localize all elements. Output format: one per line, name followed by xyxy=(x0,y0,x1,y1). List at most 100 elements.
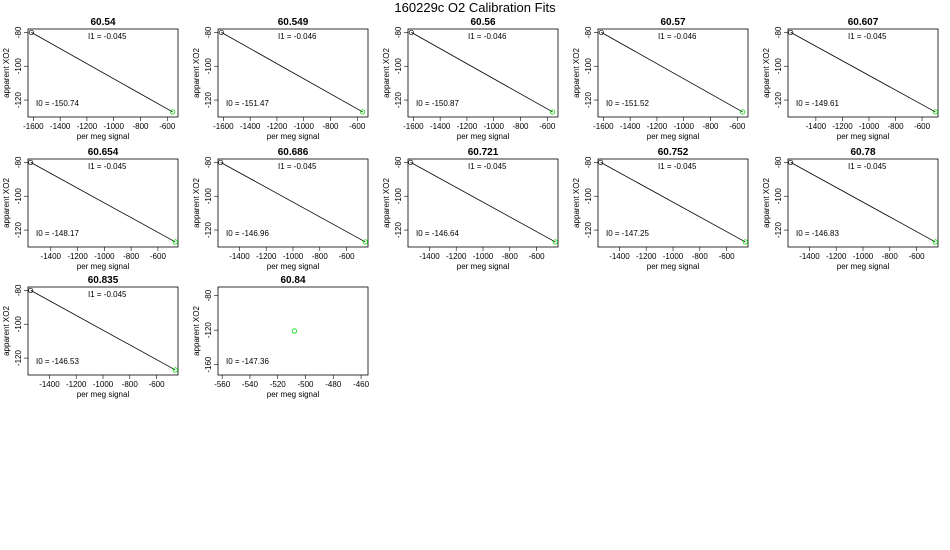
fit-line xyxy=(220,162,366,243)
y-tick-label: -100 xyxy=(394,188,403,205)
y-tick-label: -100 xyxy=(204,188,213,205)
sample-point xyxy=(932,239,938,245)
sample-point xyxy=(170,109,176,115)
slope-annotation: I1 = -0.046 xyxy=(658,32,697,41)
y-tick-label: -100 xyxy=(584,188,593,205)
y-tick-label: -100 xyxy=(14,58,23,75)
panel-60-549: 60.549 -1600 -1400 -1200 -1000 -800 -600 -80 -10… xyxy=(192,17,369,141)
x-tick-label: -1000 xyxy=(473,252,494,261)
y-tick-label: -120 xyxy=(14,222,23,239)
x-tick-label: -1400 xyxy=(240,122,261,131)
y-tick-label: -80 xyxy=(204,289,213,301)
intercept-annotation: I0 = -150.74 xyxy=(36,99,79,108)
x-axis-label: per meg signal xyxy=(647,132,700,141)
intercept-annotation: I0 = -146.64 xyxy=(416,229,459,238)
intercept-annotation: I0 = -147.25 xyxy=(606,229,649,238)
sample-point xyxy=(360,109,366,115)
y-tick-label: -120 xyxy=(584,92,593,109)
x-tick-label: -1200 xyxy=(66,380,87,389)
x-tick-label: -800 xyxy=(123,252,140,261)
x-tick-label: -600 xyxy=(909,252,926,261)
y-axis-label: apparent XO2 xyxy=(2,178,11,228)
y-tick-label: -80 xyxy=(774,156,783,168)
x-tick-label: -1000 xyxy=(103,122,124,131)
x-tick-label: -1200 xyxy=(77,122,98,131)
intercept-annotation: I0 = -151.52 xyxy=(606,99,649,108)
x-tick-label: -1200 xyxy=(446,252,467,261)
intercept-annotation: I0 = -148.17 xyxy=(36,229,79,238)
intercept-annotation: I0 = -150.87 xyxy=(416,99,459,108)
x-tick-label: -800 xyxy=(322,122,339,131)
y-tick-label: -80 xyxy=(584,26,593,38)
fit-line xyxy=(601,32,743,113)
y-axis-label: apparent XO2 xyxy=(382,48,391,98)
x-tick-label: -1000 xyxy=(293,122,314,131)
x-tick-label: -800 xyxy=(882,252,899,261)
intercept-annotation: I0 = -146.53 xyxy=(36,357,79,366)
y-axis-label: apparent XO2 xyxy=(762,48,771,98)
reference-point xyxy=(788,29,794,35)
x-axis-label: per meg signal xyxy=(837,132,890,141)
y-tick-label: -120 xyxy=(584,222,593,239)
panel-60-56: 60.56 -1600 -1400 -1200 -1000 -800 -600 -80 -100… xyxy=(382,17,559,141)
y-tick-label: -80 xyxy=(394,156,403,168)
y-tick-label: -100 xyxy=(204,58,213,75)
x-tick-label: -600 xyxy=(339,252,356,261)
x-tick-label: -1400 xyxy=(50,122,71,131)
slope-annotation: I1 = -0.045 xyxy=(88,290,127,299)
panel-title: 60.549 xyxy=(278,17,309,28)
plot-frame xyxy=(597,28,749,118)
panel-60-835: 60.835 -1400 -1200 -1000 -800 -600 -80 -100 -120… xyxy=(2,275,179,399)
x-tick-label: -1200 xyxy=(647,122,668,131)
panel-title: 60.752 xyxy=(658,147,689,158)
panel-60-84: 60.84 -560 -540 -520 -500 -480 -460 -80 -120 -160… xyxy=(192,275,370,399)
x-tick-label: -800 xyxy=(888,122,905,131)
y-tick-label: -160 xyxy=(204,356,213,373)
panel-title: 60.654 xyxy=(88,147,119,158)
x-tick-label: -1400 xyxy=(229,252,250,261)
slope-annotation: I1 = -0.045 xyxy=(848,162,887,171)
x-tick-label: -600 xyxy=(529,252,546,261)
panel-60-654: 60.654 -1400 -1200 -1000 -800 -600 -80 -100 -120… xyxy=(2,147,179,271)
y-tick-label: -80 xyxy=(774,26,783,38)
reference-point xyxy=(788,159,794,165)
y-tick-label: -80 xyxy=(584,156,593,168)
intercept-annotation: I0 = -149.61 xyxy=(796,99,839,108)
slope-annotation: I1 = -0.045 xyxy=(88,162,127,171)
sample-point xyxy=(172,239,178,245)
y-tick-label: -120 xyxy=(204,322,213,339)
x-tick-label: -1400 xyxy=(430,122,451,131)
sample-point xyxy=(552,239,558,245)
x-tick-label: -1000 xyxy=(94,252,115,261)
fit-line xyxy=(221,32,363,113)
x-tick-label: -1000 xyxy=(483,122,504,131)
y-axis-label: apparent XO2 xyxy=(192,48,201,98)
sample-point xyxy=(740,109,746,115)
x-tick-label: -600 xyxy=(719,252,736,261)
panel-title: 60.54 xyxy=(90,17,115,28)
x-tick-label: -1200 xyxy=(636,252,657,261)
x-tick-label: -600 xyxy=(729,122,746,131)
x-tick-label: -600 xyxy=(150,252,167,261)
panel-title: 60.721 xyxy=(468,147,499,158)
fit-line xyxy=(30,162,176,243)
panel-60-686: 60.686 -1400 -1200 -1000 -800 -600 -80 -100 -120… xyxy=(192,147,369,271)
x-tick-label: -1400 xyxy=(620,122,641,131)
x-tick-label: -1400 xyxy=(799,252,820,261)
plot-frame xyxy=(407,28,559,118)
x-axis-label: per meg signal xyxy=(267,390,320,399)
y-tick-label: -120 xyxy=(774,222,783,239)
fit-line xyxy=(31,32,173,113)
x-tick-label: -1000 xyxy=(93,380,114,389)
x-tick-label: -500 xyxy=(297,380,314,389)
y-axis-label: apparent XO2 xyxy=(2,48,11,98)
plot-frame xyxy=(787,28,939,118)
fit-line xyxy=(30,290,176,371)
y-tick-label: -120 xyxy=(14,92,23,109)
slope-annotation: I1 = -0.045 xyxy=(658,162,697,171)
x-tick-label: -1200 xyxy=(826,252,847,261)
reference-point xyxy=(28,287,34,293)
x-tick-label: -1400 xyxy=(419,252,440,261)
y-tick-label: -100 xyxy=(14,316,23,333)
